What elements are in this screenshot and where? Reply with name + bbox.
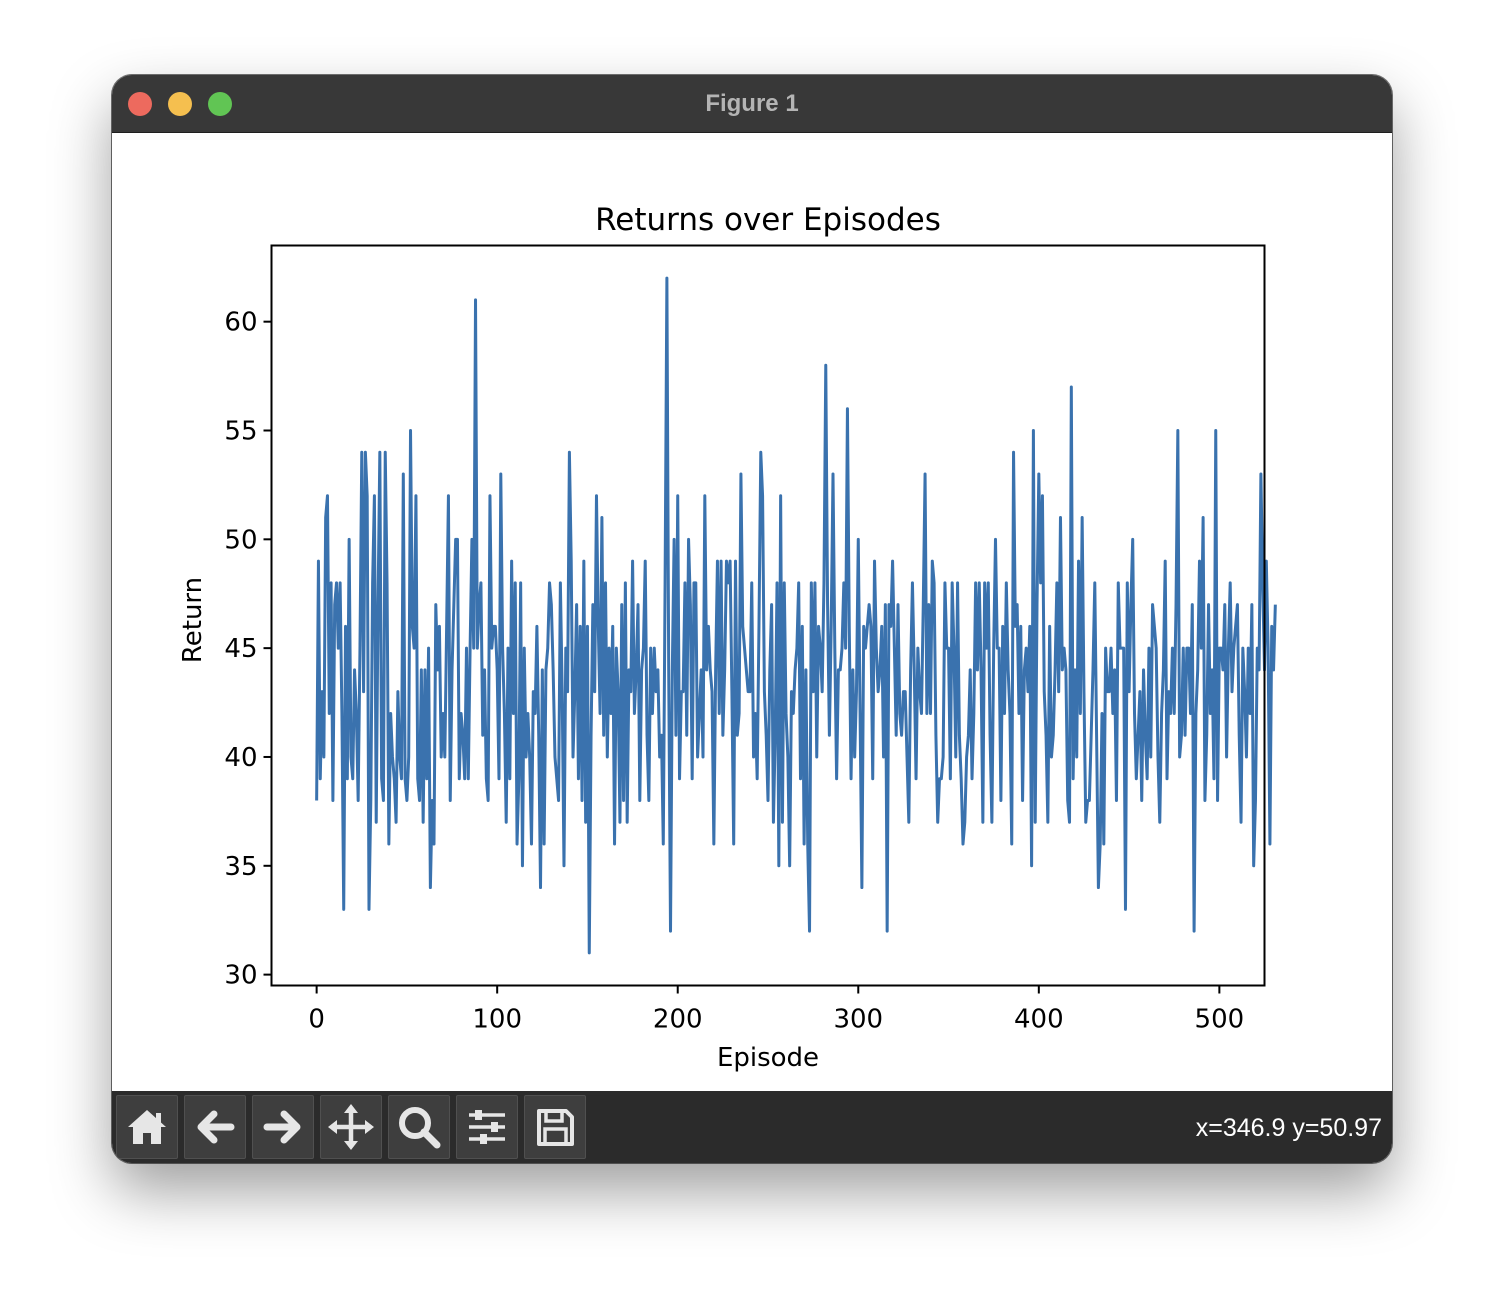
x-tick-label: 400	[1014, 1005, 1064, 1035]
y-tick-label: 40	[224, 743, 257, 773]
y-tick-label: 45	[224, 634, 257, 664]
search-icon	[399, 1107, 441, 1149]
y-tick-label: 50	[224, 525, 257, 555]
x-tick-label: 500	[1195, 1005, 1245, 1035]
arrow-left-icon	[197, 1110, 235, 1144]
y-tick-label: 55	[224, 417, 257, 447]
y-axis-ticks: 30 35 40 45 50 55 60	[224, 308, 272, 991]
title-bar: Figure 1	[112, 75, 1392, 133]
pan-button[interactable]	[320, 1095, 382, 1159]
plot-area-frame	[270, 244, 1266, 987]
y-tick-label: 30	[224, 961, 257, 991]
cursor-coordinates: x=346.9 y=50.97	[1195, 1114, 1382, 1142]
home-button[interactable]	[116, 1095, 178, 1159]
move-icon	[328, 1104, 374, 1150]
close-window-button[interactable]	[128, 92, 152, 116]
figure-window: Figure 1 0 100 200 300 400 500 30 35 40 45 50 55 60…	[112, 75, 1392, 1163]
x-tick-label: 200	[653, 1005, 703, 1035]
chart-title: Returns over Episodes	[595, 202, 941, 238]
series-layer	[315, 276, 1277, 955]
x-tick-label: 100	[472, 1005, 522, 1035]
figure-canvas[interactable]: 0 100 200 300 400 500 30 35 40 45 50 55 60 Returns …	[112, 133, 1392, 1091]
minimize-window-button[interactable]	[168, 92, 192, 116]
y-axis-label: Return	[178, 577, 208, 663]
line-chart: 0 100 200 300 400 500 30 35 40 45 50 55 60 Returns …	[178, 202, 1277, 1073]
y-tick-label: 60	[224, 308, 257, 338]
navigation-toolbar: x=346.9 y=50.97	[112, 1091, 1392, 1163]
sliders-icon	[469, 1110, 505, 1144]
zoom-window-button[interactable]	[208, 92, 232, 116]
save-button[interactable]	[524, 1095, 586, 1159]
configure-subplots-button[interactable]	[456, 1095, 518, 1159]
back-button[interactable]	[184, 1095, 246, 1159]
zoom-button[interactable]	[388, 1095, 450, 1159]
y-tick-label: 35	[224, 852, 257, 882]
window-title: Figure 1	[705, 90, 799, 117]
x-axis-label: Episode	[717, 1043, 819, 1073]
floppy-disk-icon	[537, 1109, 574, 1146]
home-icon	[128, 1110, 166, 1144]
x-tick-label: 300	[833, 1005, 883, 1035]
x-tick-label: 0	[308, 1005, 325, 1035]
forward-button[interactable]	[252, 1095, 314, 1159]
series-line-0	[315, 276, 1277, 955]
x-axis-ticks: 0 100 200 300 400 500	[308, 985, 1245, 1035]
arrow-right-icon	[263, 1110, 301, 1144]
